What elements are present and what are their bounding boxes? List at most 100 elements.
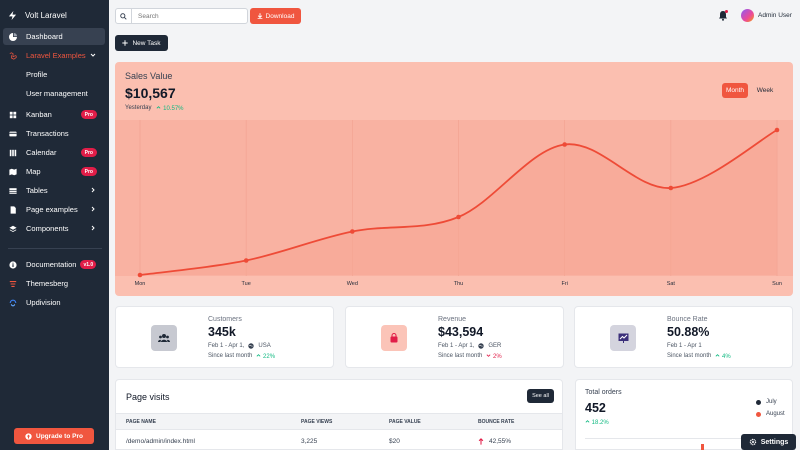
brand[interactable]: Volt Laravel (8, 11, 67, 20)
credit-card-icon (9, 131, 17, 136)
search-icon (116, 9, 132, 23)
pie-chart-icon (9, 32, 17, 41)
sales-change: 10.57% (156, 105, 184, 112)
sidebar-item-dashboard[interactable]: Dashboard (3, 28, 105, 45)
tab-week[interactable]: Week (756, 87, 774, 94)
sidebar-item-calendar[interactable]: Calendar Pro (3, 144, 105, 161)
new-task-button[interactable]: New Task (115, 35, 168, 51)
presentation-chart-icon (618, 333, 628, 343)
chevron-down-icon (90, 53, 96, 57)
sales-title: Sales Value (125, 71, 173, 81)
map-icon (9, 168, 17, 175)
laravel-icon (9, 51, 17, 60)
arrow-up-icon (478, 438, 484, 445)
stat-range-text: Feb 1 - Apr 1, (208, 343, 245, 349)
column-header[interactable]: PAGE VALUE (389, 419, 421, 425)
settings-button[interactable]: Settings (741, 434, 796, 450)
legend-label: August (766, 411, 785, 417)
data-point[interactable] (668, 185, 674, 191)
see-all-button[interactable]: See all (527, 389, 554, 403)
sidebar-item-label: Page examples (26, 205, 78, 214)
data-point[interactable] (243, 258, 249, 263)
sidebar-item-label: Updivision (26, 298, 61, 307)
legend-august: August (756, 411, 785, 417)
avatar[interactable] (741, 9, 754, 22)
users-icon-box (151, 325, 177, 351)
stat-change-value: 4% (722, 354, 731, 360)
stat-range: Feb 1 - Apr 1, USA (208, 343, 271, 349)
sidebar-item-label: Calendar (26, 148, 57, 157)
globe-icon (248, 343, 255, 349)
sidebar-item-documentation[interactable]: Documentation v1.0 (3, 256, 105, 273)
gear-icon (749, 438, 756, 446)
bounce-rate-cell: 42,55% (478, 438, 511, 445)
stat-range: Feb 1 - Apr 1, GER (438, 343, 501, 349)
stat-label: Bounce Rate (667, 316, 708, 323)
upgrade-to-pro-button[interactable]: Upgrade to Pro (14, 428, 94, 444)
sidebar-item-themesberg[interactable]: Themesberg (3, 275, 105, 292)
stat-since: Since last month 2% (438, 353, 502, 360)
sidebar-item-laravel-examples[interactable]: Laravel Examples (3, 47, 105, 64)
stat-change: 22% (256, 353, 275, 360)
pro-badge: Pro (80, 110, 97, 119)
sidebar-item-updivision[interactable]: Updivision (3, 294, 105, 311)
data-point[interactable] (562, 142, 567, 147)
legend-dot (756, 411, 761, 417)
data-point[interactable] (350, 229, 355, 234)
sidebar-item-label: Tables (26, 186, 48, 195)
page-visits-title: Page visits (126, 392, 170, 402)
stat-range-text: Feb 1 - Apr 1, (438, 343, 475, 349)
x-tick-label: Sat (667, 281, 676, 287)
themesberg-logo-icon (9, 280, 17, 287)
column-header[interactable]: PAGE NAME (126, 419, 156, 425)
user-name[interactable]: Admin User (758, 12, 792, 19)
sidebar-item-tables[interactable]: Tables (3, 182, 105, 199)
stat-region: USA (258, 343, 271, 349)
sidebar-divider (8, 248, 102, 249)
stat-region: GER (488, 343, 502, 349)
sidebar-item-kanban[interactable]: Kanban Pro (3, 106, 105, 123)
stat-label: Customers (208, 316, 242, 323)
column-header[interactable]: BOUNCE RATE (478, 419, 515, 425)
stat-range: Feb 1 - Apr 1 (667, 343, 702, 349)
sidebar-item-user-management[interactable]: User management (26, 89, 88, 98)
tab-month[interactable]: Month (722, 83, 748, 98)
column-header[interactable]: PAGE VIEWS (301, 419, 333, 425)
data-point[interactable] (456, 214, 461, 220)
table-header: PAGE NAME PAGE VIEWS PAGE VALUE BOUNCE R… (116, 413, 562, 430)
stat-value: 50.88% (667, 325, 710, 339)
download-icon (257, 13, 262, 19)
table-icon (9, 187, 17, 194)
chevron-up-icon (585, 420, 590, 423)
sidebar-item-page-examples[interactable]: Page examples (3, 201, 105, 218)
bounce-rate-value: 42,55% (489, 438, 512, 445)
stat-range-text: Feb 1 - Apr 1 (667, 343, 702, 349)
x-tick-label: Thu (454, 281, 463, 287)
sidebar-item-components[interactable]: Components (3, 220, 105, 237)
brand-name: Volt Laravel (25, 11, 67, 20)
legend-july: July (756, 399, 777, 405)
file-icon (10, 205, 16, 214)
upgrade-label: Upgrade to Pro (36, 432, 83, 440)
search-input[interactable] (132, 12, 242, 20)
stat-change-value: 2% (493, 354, 502, 360)
stat-change-value: 22% (263, 354, 276, 360)
sidebar-item-map[interactable]: Map Pro (3, 163, 105, 180)
stat-since: Since last month 22% (208, 353, 275, 360)
sidebar-item-label: Dashboard (26, 32, 63, 41)
chart-icon-box (610, 325, 636, 351)
x-tick-label: Wed (347, 281, 358, 287)
download-button[interactable]: Download (250, 8, 301, 24)
orders-change-value: 18.2% (591, 420, 609, 426)
data-point[interactable] (774, 127, 780, 133)
sidebar-item-profile[interactable]: Profile (26, 70, 48, 79)
columns-icon (9, 149, 17, 156)
revenue-card: Revenue $43,594 Feb 1 - Apr 1, GER Since… (345, 306, 564, 368)
chevron-right-icon (91, 206, 95, 212)
sidebar-item-label: Documentation (26, 260, 77, 269)
sidebar-item-transactions[interactable]: Transactions (3, 125, 105, 142)
data-point[interactable] (137, 272, 143, 278)
sidebar-item-label: Transactions (26, 129, 69, 138)
page-name-cell[interactable]: /demo/admin/index.html (126, 438, 196, 445)
pro-badge: Pro (80, 167, 97, 176)
